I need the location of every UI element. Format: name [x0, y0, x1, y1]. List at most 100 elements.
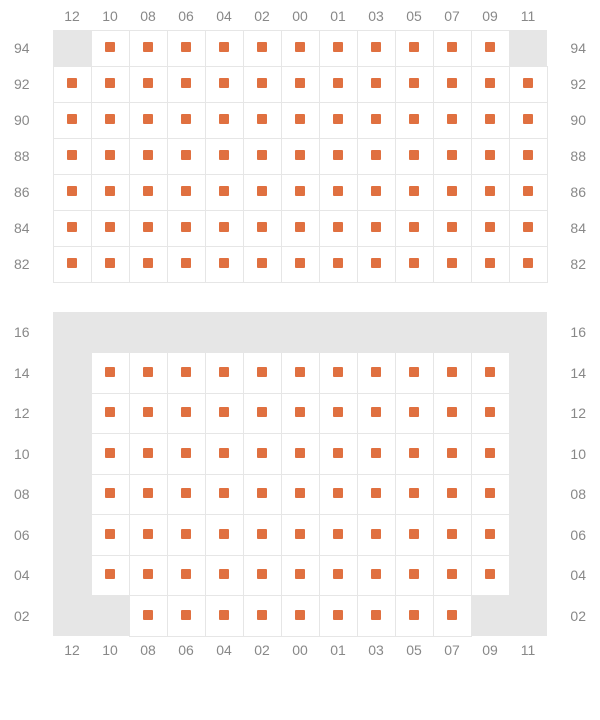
- seat-cell[interactable]: [433, 352, 472, 394]
- seat-cell[interactable]: [319, 555, 358, 597]
- seat-cell[interactable]: [205, 138, 244, 175]
- seat-cell[interactable]: [243, 102, 282, 139]
- seat-cell[interactable]: [281, 433, 320, 475]
- seat-cell[interactable]: [357, 102, 396, 139]
- seat-cell[interactable]: [243, 30, 282, 67]
- seat-cell[interactable]: [129, 138, 168, 175]
- seat-cell[interactable]: [205, 246, 244, 283]
- seat-cell[interactable]: [509, 66, 548, 103]
- seat-cell[interactable]: [91, 352, 130, 394]
- seat-cell[interactable]: [281, 514, 320, 556]
- seat-cell[interactable]: [129, 352, 168, 394]
- seat-cell[interactable]: [53, 174, 92, 211]
- seat-cell[interactable]: [319, 433, 358, 475]
- seat-cell[interactable]: [357, 210, 396, 247]
- seat-cell[interactable]: [357, 30, 396, 67]
- seat-cell[interactable]: [91, 30, 130, 67]
- seat-cell[interactable]: [205, 474, 244, 516]
- seat-cell[interactable]: [433, 555, 472, 597]
- seat-cell[interactable]: [433, 595, 472, 637]
- seat-cell[interactable]: [357, 393, 396, 435]
- seat-cell[interactable]: [471, 514, 510, 556]
- seat-cell[interactable]: [167, 30, 206, 67]
- seat-cell[interactable]: [91, 210, 130, 247]
- seat-cell[interactable]: [433, 474, 472, 516]
- seat-cell[interactable]: [395, 246, 434, 283]
- seat-cell[interactable]: [205, 210, 244, 247]
- seat-cell[interactable]: [319, 393, 358, 435]
- seat-cell[interactable]: [471, 352, 510, 394]
- seat-cell[interactable]: [205, 514, 244, 556]
- seat-cell[interactable]: [433, 30, 472, 67]
- seat-cell[interactable]: [471, 66, 510, 103]
- seat-cell[interactable]: [433, 66, 472, 103]
- seat-cell[interactable]: [395, 514, 434, 556]
- seat-cell[interactable]: [167, 433, 206, 475]
- seat-cell[interactable]: [91, 393, 130, 435]
- seat-cell[interactable]: [319, 174, 358, 211]
- seat-cell[interactable]: [129, 474, 168, 516]
- seat-cell[interactable]: [433, 433, 472, 475]
- seat-cell[interactable]: [471, 102, 510, 139]
- seat-cell[interactable]: [167, 174, 206, 211]
- seat-cell[interactable]: [319, 210, 358, 247]
- seat-cell[interactable]: [395, 30, 434, 67]
- seat-cell[interactable]: [91, 514, 130, 556]
- seat-cell[interactable]: [357, 595, 396, 637]
- seat-cell[interactable]: [205, 352, 244, 394]
- seat-cell[interactable]: [129, 102, 168, 139]
- seat-cell[interactable]: [319, 30, 358, 67]
- seat-cell[interactable]: [433, 210, 472, 247]
- seat-cell[interactable]: [319, 352, 358, 394]
- seat-cell[interactable]: [205, 393, 244, 435]
- seat-cell[interactable]: [471, 474, 510, 516]
- seat-cell[interactable]: [281, 555, 320, 597]
- seat-cell[interactable]: [509, 246, 548, 283]
- seat-cell[interactable]: [471, 246, 510, 283]
- seat-cell[interactable]: [167, 474, 206, 516]
- seat-cell[interactable]: [433, 102, 472, 139]
- seat-cell[interactable]: [167, 595, 206, 637]
- seat-cell[interactable]: [53, 210, 92, 247]
- seat-cell[interactable]: [243, 210, 282, 247]
- seat-cell[interactable]: [91, 433, 130, 475]
- seat-cell[interactable]: [205, 174, 244, 211]
- seat-cell[interactable]: [395, 102, 434, 139]
- seat-cell[interactable]: [319, 595, 358, 637]
- seat-cell[interactable]: [205, 66, 244, 103]
- seat-cell[interactable]: [205, 433, 244, 475]
- seat-cell[interactable]: [357, 555, 396, 597]
- seat-cell[interactable]: [167, 555, 206, 597]
- seat-cell[interactable]: [509, 210, 548, 247]
- seat-cell[interactable]: [243, 246, 282, 283]
- seat-cell[interactable]: [243, 514, 282, 556]
- seat-cell[interactable]: [319, 66, 358, 103]
- seat-cell[interactable]: [205, 595, 244, 637]
- seat-cell[interactable]: [129, 393, 168, 435]
- seat-cell[interactable]: [319, 246, 358, 283]
- seat-cell[interactable]: [357, 246, 396, 283]
- seat-cell[interactable]: [319, 474, 358, 516]
- seat-cell[interactable]: [53, 138, 92, 175]
- seat-cell[interactable]: [395, 138, 434, 175]
- seat-cell[interactable]: [281, 138, 320, 175]
- seat-cell[interactable]: [205, 30, 244, 67]
- seat-cell[interactable]: [471, 210, 510, 247]
- seat-cell[interactable]: [129, 433, 168, 475]
- seat-cell[interactable]: [395, 474, 434, 516]
- seat-cell[interactable]: [91, 474, 130, 516]
- seat-cell[interactable]: [167, 138, 206, 175]
- seat-cell[interactable]: [319, 102, 358, 139]
- seat-cell[interactable]: [91, 66, 130, 103]
- seat-cell[interactable]: [395, 352, 434, 394]
- seat-cell[interactable]: [395, 210, 434, 247]
- seat-cell[interactable]: [357, 514, 396, 556]
- seat-cell[interactable]: [281, 174, 320, 211]
- seat-cell[interactable]: [281, 30, 320, 67]
- seat-cell[interactable]: [167, 514, 206, 556]
- seat-cell[interactable]: [167, 210, 206, 247]
- seat-cell[interactable]: [395, 555, 434, 597]
- seat-cell[interactable]: [205, 555, 244, 597]
- seat-cell[interactable]: [129, 30, 168, 67]
- seat-cell[interactable]: [357, 138, 396, 175]
